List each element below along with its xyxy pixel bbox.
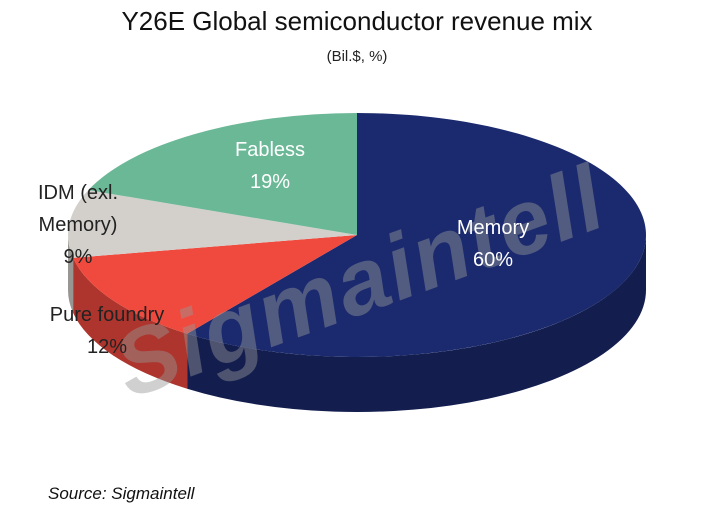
chart-title: Y26E Global semiconductor revenue mix — [121, 6, 593, 36]
value-label: 9% — [63, 246, 93, 268]
value-label: 60% — [472, 249, 514, 271]
slice — [73, 235, 357, 334]
category-label: Pure foundry — [49, 304, 165, 326]
chart-subtitle: (Bil.$, %) — [326, 48, 388, 65]
category-label: IDM (exl. Memory) — [38, 182, 118, 236]
slice-label: Fabless 19% — [195, 134, 345, 198]
slice — [187, 113, 646, 357]
slice — [88, 113, 358, 235]
category-label: Fabless — [234, 139, 306, 161]
slice-label: Pure foundry 12% — [22, 299, 192, 363]
slice-side — [73, 257, 188, 389]
slice-side — [187, 235, 646, 412]
slice-label: IDM (exl. Memory) 9% — [22, 177, 134, 273]
source-note: Source: Sigmaintell — [48, 484, 195, 503]
slice — [68, 190, 357, 258]
slice-side — [68, 235, 74, 313]
value-label: 12% — [86, 336, 128, 358]
value-label: 19% — [249, 171, 291, 193]
slice-label: Memory 60% — [418, 212, 568, 276]
category-label: Memory — [456, 217, 530, 239]
